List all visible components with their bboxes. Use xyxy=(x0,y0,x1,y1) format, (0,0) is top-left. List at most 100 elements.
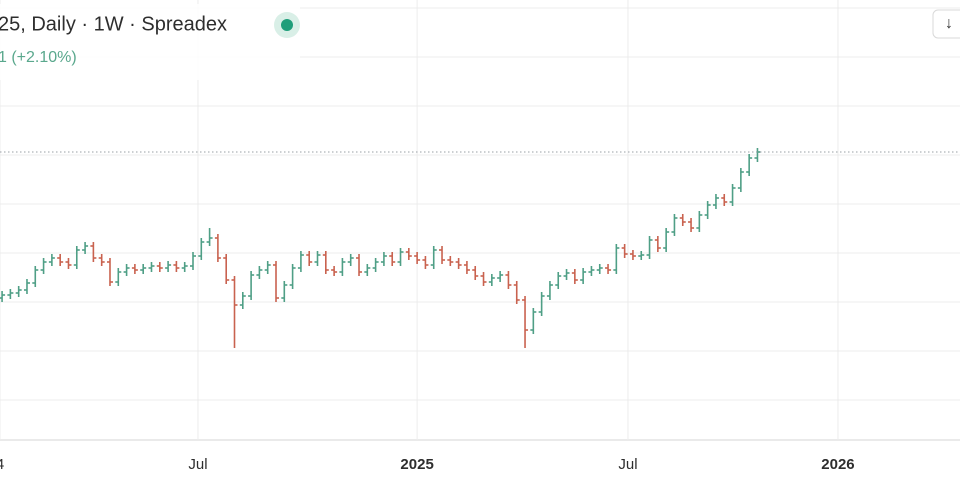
ohlc-bar xyxy=(339,258,346,276)
ohlc-bar xyxy=(571,269,578,284)
ohlc-bar xyxy=(646,236,653,259)
ohlc-bar xyxy=(721,194,728,206)
ohlc-bar xyxy=(90,242,97,262)
ohlc-bar xyxy=(289,264,296,289)
ohlc-bar xyxy=(737,168,744,192)
ohlc-bar xyxy=(563,269,570,280)
ohlc-bar xyxy=(98,254,105,266)
ohlc-bar xyxy=(256,266,263,279)
ohlc-bar xyxy=(23,279,30,294)
bars xyxy=(0,148,960,348)
ohlc-bar xyxy=(522,296,529,348)
ohlc-bar xyxy=(181,262,188,272)
ohlc-bar xyxy=(430,246,437,269)
x-tick-label: Jul xyxy=(188,456,207,473)
ohlc-bar xyxy=(480,272,487,286)
ohlc-bar xyxy=(505,271,512,289)
x-tick-label: Jul xyxy=(618,456,637,473)
ohlc-bar xyxy=(15,286,22,297)
ohlc-bar xyxy=(712,194,719,209)
ohlc-bar xyxy=(73,246,80,269)
ohlc-bar xyxy=(613,244,620,274)
ohlc-bar xyxy=(198,238,205,260)
ohlc-bar xyxy=(688,218,695,232)
ohlc-bar xyxy=(463,261,470,274)
ohlc-bar xyxy=(239,292,246,309)
ohlc-bar xyxy=(654,236,661,252)
ohlc-bar xyxy=(306,251,313,266)
ohlc-bar xyxy=(704,201,711,219)
ohlc-bar xyxy=(322,251,329,274)
ohlc-bar xyxy=(131,264,138,274)
ohlc-bar xyxy=(538,292,545,316)
ohlc-bar xyxy=(40,258,47,274)
ohlc-bar xyxy=(605,264,612,274)
ohlc-bar xyxy=(621,244,628,258)
ohlc-bar xyxy=(264,261,271,274)
ohlc-bar xyxy=(754,148,761,162)
ohlc-bar xyxy=(671,214,678,236)
ohlc-bar xyxy=(746,154,753,176)
ohlc-bar xyxy=(455,258,462,269)
change-label: 1 (+2.10%) xyxy=(0,49,77,66)
status-dot xyxy=(281,19,293,31)
ohlc-bar xyxy=(156,262,163,272)
ohlc-bar xyxy=(380,252,387,266)
ohlc-bar xyxy=(65,258,72,269)
ohlc-bar xyxy=(422,256,429,269)
ohlc-bar xyxy=(123,264,130,276)
ohlc-bar xyxy=(214,234,221,262)
ohlc-bar xyxy=(173,261,180,272)
ohlc-bar xyxy=(596,264,603,274)
ohlc-bar xyxy=(356,254,363,276)
ohlc-bar xyxy=(679,214,686,226)
ohlc-bar xyxy=(331,266,338,276)
scroll-button[interactable] xyxy=(932,9,960,39)
legend-bg xyxy=(0,4,300,80)
x-labels: 4 Jul 2025 Jul 2026 xyxy=(0,456,855,473)
ohlc-bar xyxy=(372,258,379,272)
ohlc-bar xyxy=(397,248,404,266)
ohlc-bar xyxy=(206,228,213,246)
ohlc-bar xyxy=(546,281,553,300)
ohlc-bar xyxy=(580,268,587,284)
ohlc-bar xyxy=(530,308,537,334)
ohlc-bar xyxy=(472,266,479,280)
ohlc-bar xyxy=(389,252,396,266)
ohlc-bar xyxy=(165,261,172,272)
ohlc-bar xyxy=(488,274,495,286)
ohlc-bar xyxy=(364,264,371,276)
ohlc-bar xyxy=(82,242,89,254)
scroll-button-icon[interactable]: ↓ xyxy=(945,15,953,32)
x-tick-label: 4 xyxy=(0,456,4,473)
ohlc-bar xyxy=(439,246,446,264)
ohlc-bar xyxy=(555,272,562,289)
ohlc-bar xyxy=(347,254,354,266)
ohlc-bar xyxy=(447,256,454,266)
ohlc-bar xyxy=(297,251,304,272)
ohlc-bar xyxy=(148,262,155,272)
ohlc-bar xyxy=(115,268,122,286)
ohlc-bar xyxy=(7,289,14,299)
ohlc-bar xyxy=(189,252,196,270)
ohlc-bar xyxy=(106,258,113,286)
ohlc-bar xyxy=(629,250,636,260)
ohlc-bar xyxy=(32,266,39,287)
ohlc-bar xyxy=(281,281,288,302)
ohlc-bar xyxy=(497,271,504,282)
ohlc-bar xyxy=(588,266,595,276)
x-tick-label: 2026 xyxy=(821,456,854,473)
ohlc-bar xyxy=(729,184,736,206)
ohlc-bar xyxy=(48,254,55,266)
chart-title: 25, Daily · 1W · Spreadex xyxy=(0,13,227,35)
ohlc-bar xyxy=(513,281,520,304)
ohlc-bar xyxy=(248,271,255,300)
ohlc-bar xyxy=(405,248,412,260)
ohlc-bar xyxy=(0,291,6,302)
ohlc-bar xyxy=(140,264,147,274)
ohlc-bar xyxy=(696,211,703,232)
ohlc-bar xyxy=(231,276,238,348)
ohlc-bar xyxy=(314,251,321,266)
ohlc-bar xyxy=(663,228,670,252)
